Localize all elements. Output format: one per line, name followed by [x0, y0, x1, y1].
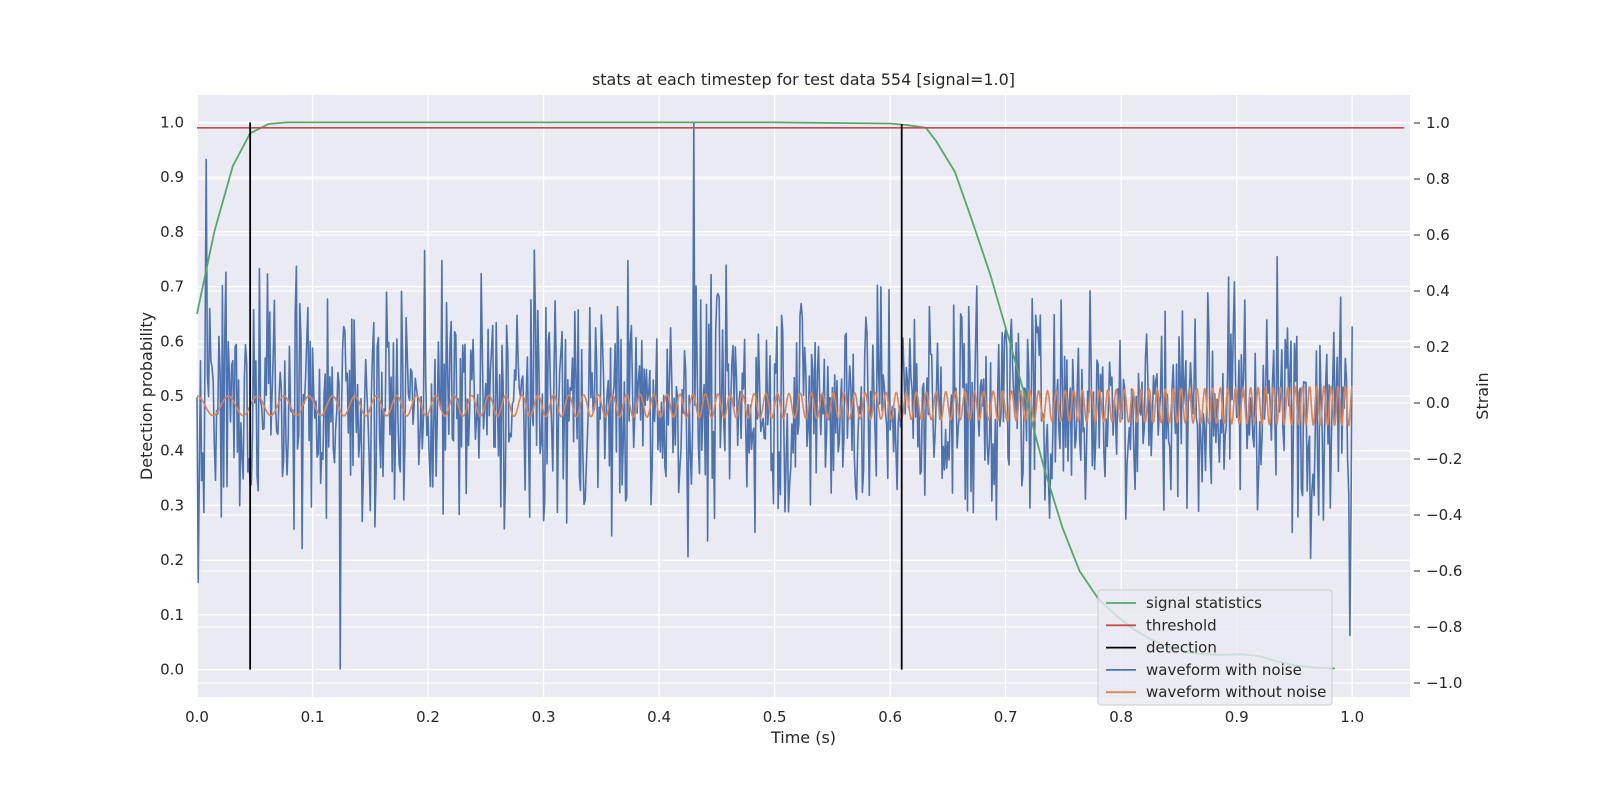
y-left-tick-label: 1.0 — [160, 113, 184, 131]
x-tick-label: 0.7 — [994, 708, 1018, 726]
x-tick-label: 1.0 — [1340, 708, 1364, 726]
x-tick-label: 0.6 — [878, 708, 902, 726]
y-axis-right-label: Strain — [1473, 372, 1492, 419]
legend-label: detection — [1146, 639, 1217, 657]
y-right-tick-label: −0.6 — [1426, 562, 1462, 580]
legend-label: threshold — [1146, 616, 1217, 634]
y-right-tick-label: 0.8 — [1426, 170, 1450, 188]
legend: signal statistics threshold detection wavef… — [1097, 589, 1333, 706]
x-tick-label: 0.5 — [763, 708, 787, 726]
x-tick-label: 0.2 — [416, 708, 440, 726]
y-left-tick-label: 0.9 — [160, 168, 184, 186]
y-left-tick-label: 0.4 — [160, 442, 184, 460]
legend-box — [1097, 589, 1333, 706]
y-right-tick-label: −0.8 — [1426, 618, 1462, 636]
x-tick-label: 0.4 — [647, 708, 671, 726]
y-right-tick-label: −1.0 — [1426, 674, 1462, 692]
y-left-tick-label: 0.2 — [160, 551, 184, 569]
y-right-tick-label: −0.4 — [1426, 506, 1462, 524]
x-tick-label: 0.9 — [1225, 708, 1249, 726]
tick-labels: 0.0 0.1 0.2 0.3 0.4 0.5 0.6 0.7 0.8 0.9 1.0 0.0 0.1 0… — [160, 113, 1462, 726]
x-tick-label: 0.8 — [1109, 708, 1133, 726]
y-left-tick-label: 0.7 — [160, 278, 184, 296]
y-right-tick-label: −0.2 — [1426, 450, 1462, 468]
chart-title: stats at each timestep for test data 554… — [592, 70, 1015, 89]
legend-label: signal statistics — [1146, 594, 1262, 612]
y-right-tick-label: 0.2 — [1426, 338, 1450, 356]
y-axis-left-label: Detection probability — [137, 312, 156, 480]
y-left-tick-label: 0.3 — [160, 496, 184, 514]
series-waveform-without-noise — [197, 384, 1353, 428]
y-left-tick-label: 0.5 — [160, 387, 184, 405]
y-left-tick-label: 0.0 — [160, 661, 184, 679]
x-tick-label: 0.0 — [185, 708, 209, 726]
x-tick-label: 0.1 — [301, 708, 325, 726]
y-right-tick-label: 0.0 — [1426, 394, 1450, 412]
y-right-tick-label: 1.0 — [1426, 114, 1450, 132]
y-left-tick-label: 0.6 — [160, 332, 184, 350]
y-left-tick-label: 0.1 — [160, 606, 184, 624]
legend-label: waveform with noise — [1146, 661, 1302, 679]
x-axis-label: Time (s) — [770, 728, 836, 747]
legend-label: waveform without noise — [1146, 683, 1326, 701]
y-right-tick-label: 0.4 — [1426, 282, 1450, 300]
y-left-tick-label: 0.8 — [160, 223, 184, 241]
y-right-tick-label: 0.6 — [1426, 226, 1450, 244]
x-tick-label: 0.3 — [532, 708, 556, 726]
